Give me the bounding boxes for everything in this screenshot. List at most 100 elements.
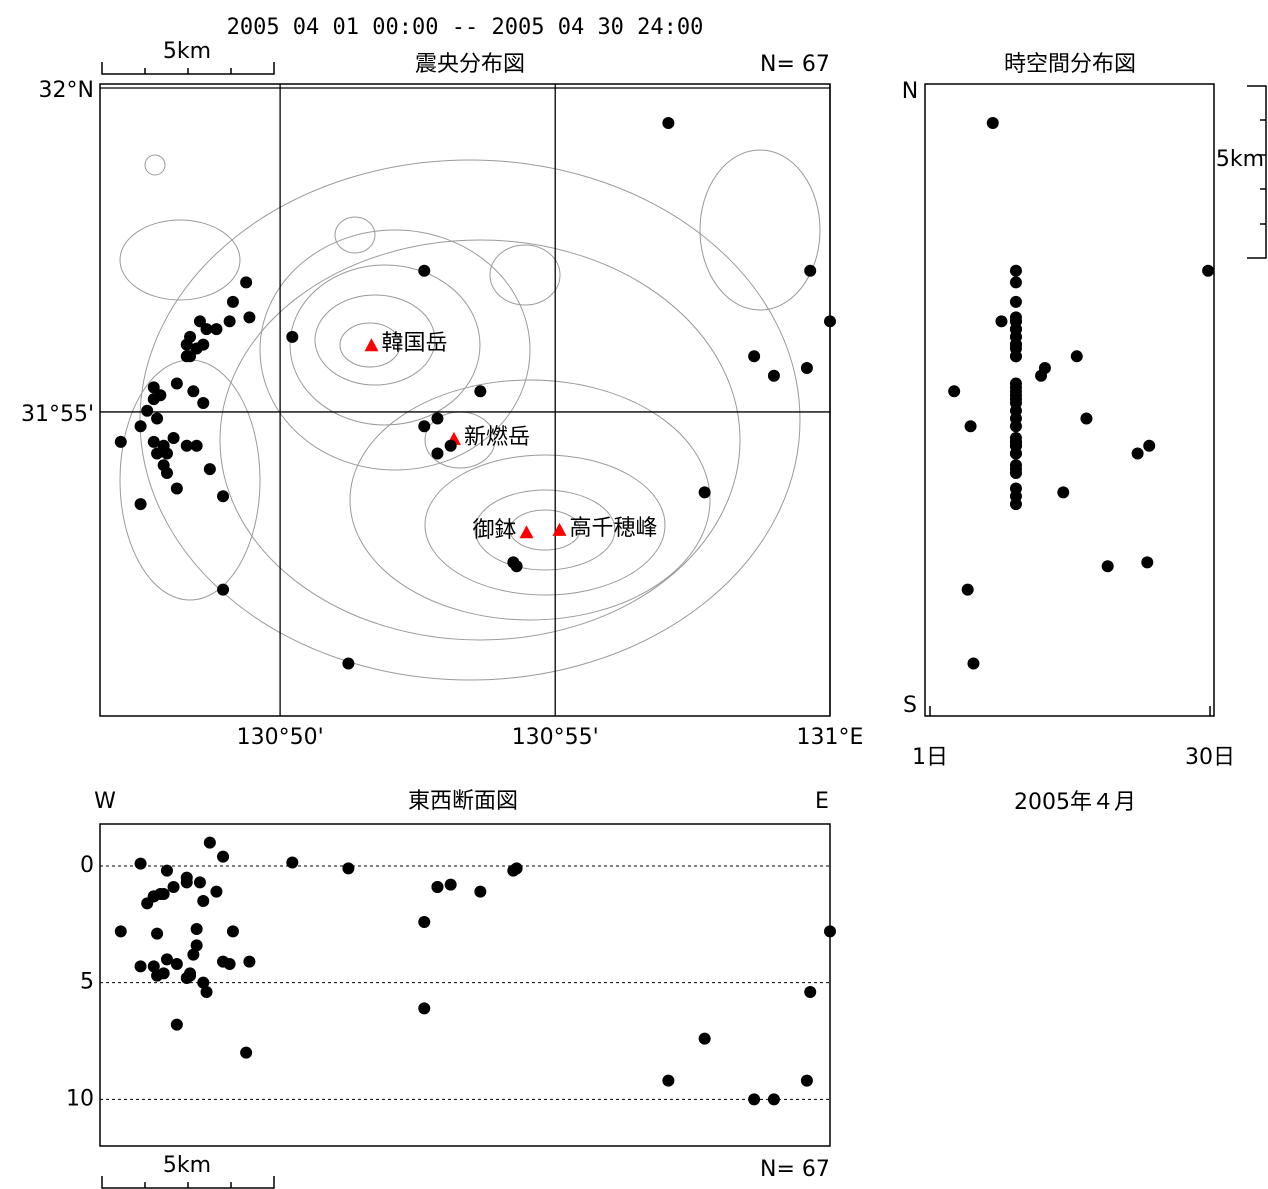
y-tick-label: 0 [80, 853, 94, 878]
event [995, 315, 1008, 328]
event [217, 490, 230, 503]
event [286, 330, 299, 343]
event [134, 857, 147, 870]
scale-bar [1247, 85, 1267, 259]
event [1080, 412, 1093, 425]
volcano-label: 新燃岳 [464, 425, 530, 450]
section-frame [99, 823, 831, 1147]
event [190, 939, 203, 952]
y-tick-label: 31°55' [21, 402, 94, 427]
event [967, 657, 980, 670]
scale-label: 5km [1216, 147, 1264, 172]
event [800, 1074, 813, 1087]
map-frame [99, 83, 831, 717]
event [151, 447, 164, 460]
event [1009, 276, 1022, 289]
event [134, 498, 147, 511]
event [804, 264, 817, 277]
y-bottom-label: S [903, 693, 917, 718]
period-title: 2005 04 01 00:00 -- 2005 04 30 24:00 [227, 15, 704, 40]
count-label: N= 67 [760, 52, 830, 77]
y-tick-label: 10 [66, 1086, 94, 1111]
event [804, 986, 817, 998]
event [134, 420, 147, 433]
event [748, 1093, 761, 1106]
event [190, 923, 203, 935]
event [1057, 486, 1070, 499]
event [474, 885, 487, 898]
event [767, 369, 780, 382]
event [1070, 350, 1083, 363]
event [286, 856, 299, 869]
event [698, 486, 711, 499]
event [147, 960, 160, 973]
event [418, 420, 431, 433]
event [223, 958, 236, 970]
event [662, 1074, 675, 1087]
event [203, 836, 216, 849]
y-tick-label: 32°N [39, 78, 94, 103]
event [187, 948, 200, 961]
event [193, 876, 206, 889]
event [444, 439, 457, 452]
event [824, 315, 836, 328]
west-label: W [94, 789, 116, 814]
event [180, 350, 193, 363]
event [444, 878, 457, 891]
scale-label: 5km [163, 1153, 211, 1178]
event [948, 385, 961, 398]
space-time-title: 時空間分布図 [1004, 52, 1136, 77]
event [964, 420, 977, 433]
event [240, 1046, 253, 1059]
event [141, 404, 154, 417]
event [1038, 361, 1051, 374]
event [418, 1002, 431, 1015]
event [147, 435, 160, 448]
event [1009, 463, 1022, 476]
map-title: 震央分布図 [415, 52, 525, 77]
x-tick-label: 1日 [912, 745, 948, 770]
event [147, 393, 160, 406]
event [243, 955, 256, 968]
event [151, 927, 164, 940]
event [114, 435, 127, 448]
event [170, 1018, 183, 1031]
event [180, 338, 193, 351]
scale-label: 5km [163, 39, 211, 64]
event [167, 431, 180, 444]
event [160, 447, 173, 460]
event [662, 116, 675, 129]
event [342, 657, 355, 670]
event [210, 323, 223, 336]
event [157, 888, 170, 900]
event [474, 385, 487, 398]
event [243, 311, 256, 324]
event [170, 377, 183, 390]
event [1009, 350, 1022, 363]
event [151, 412, 164, 425]
x-axis-label: 2005年４月 [1014, 790, 1136, 815]
event [767, 1093, 780, 1106]
event [151, 969, 164, 982]
event [114, 925, 127, 938]
volcano-label: 高千穂峰 [570, 516, 658, 541]
event [1009, 264, 1022, 277]
event [217, 583, 230, 596]
event [170, 958, 183, 970]
event [203, 463, 216, 476]
event [226, 925, 239, 938]
event [342, 862, 355, 875]
event [698, 1032, 711, 1045]
event [418, 264, 431, 277]
x-tick-label: 130°55' [512, 725, 599, 750]
event [170, 482, 183, 495]
event [184, 967, 197, 980]
event [1202, 264, 1215, 277]
event [240, 276, 253, 289]
scale-bar [101, 62, 275, 75]
event [510, 560, 523, 573]
event [431, 412, 444, 425]
event [160, 466, 173, 479]
count-label: N= 67 [760, 1157, 830, 1182]
event [1101, 560, 1114, 573]
